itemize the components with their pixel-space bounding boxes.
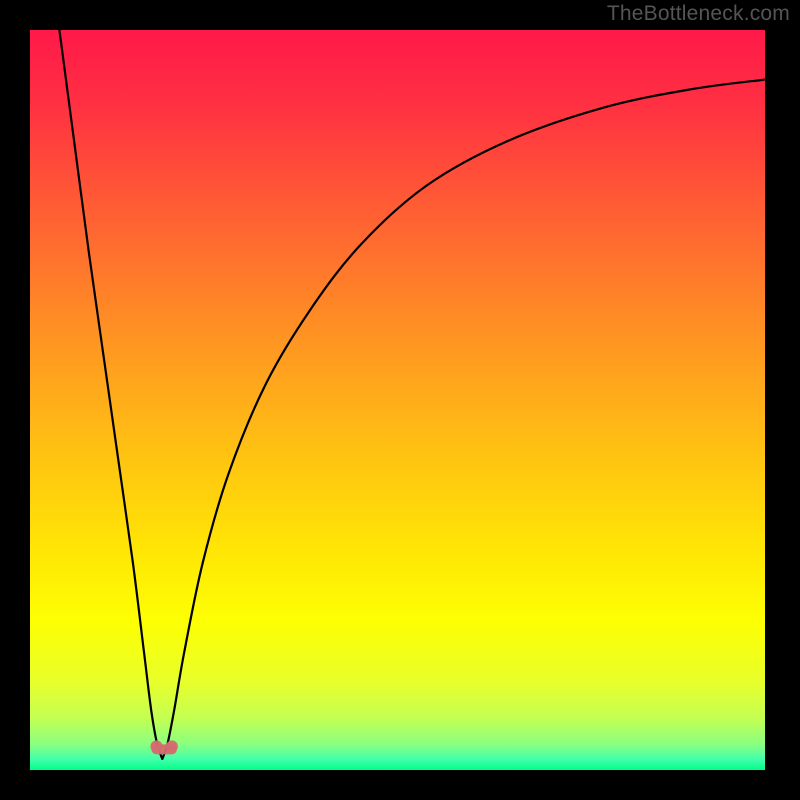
plot-background [30, 30, 765, 770]
chart-container: TheBottleneck.com [0, 0, 800, 800]
bottleneck-chart [0, 0, 800, 800]
marker-dot-0 [150, 740, 162, 752]
marker-dot-1 [166, 740, 178, 752]
